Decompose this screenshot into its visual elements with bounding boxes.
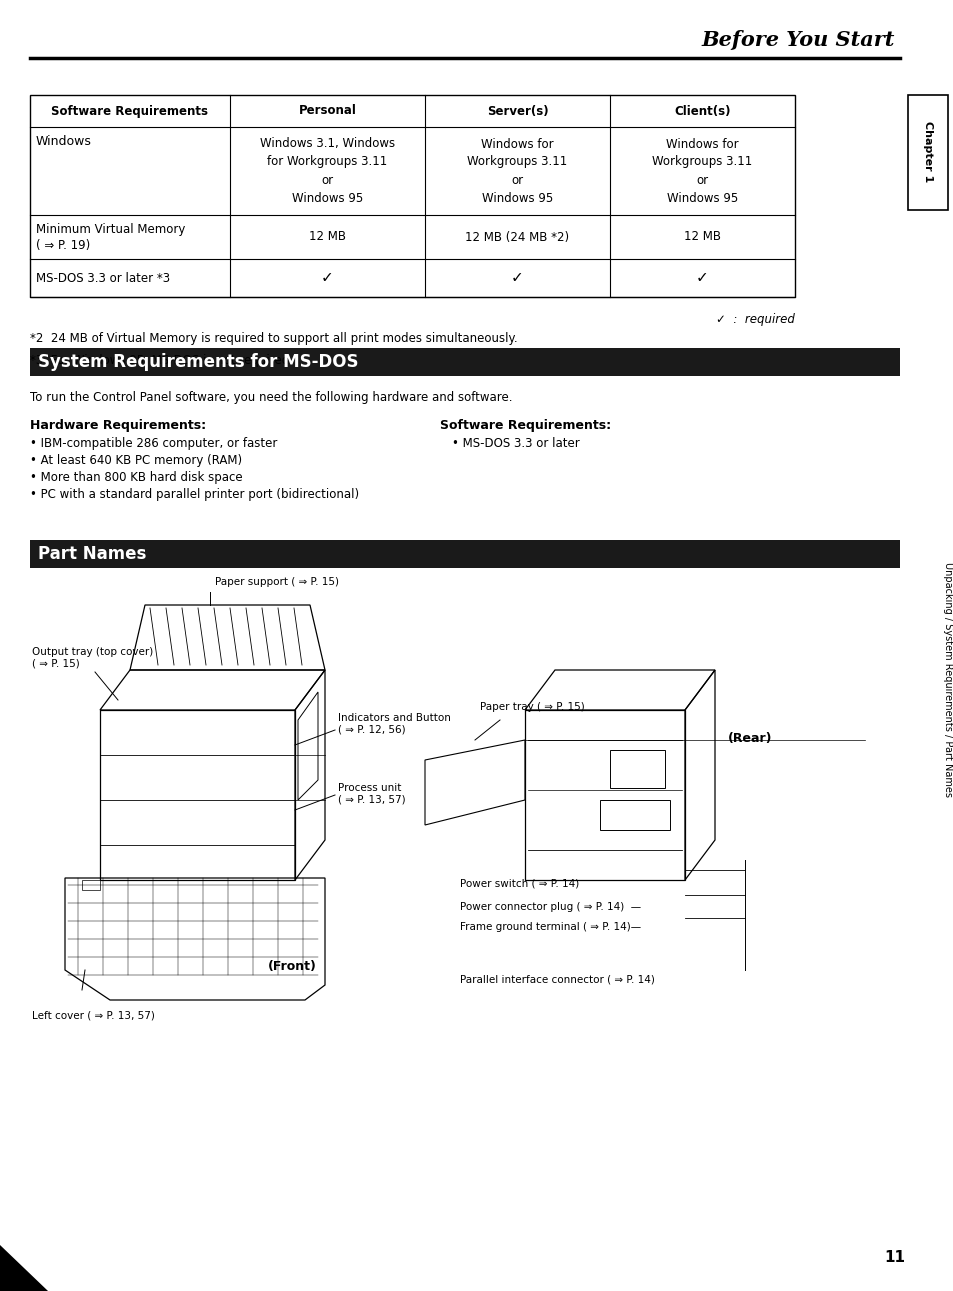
Text: Chapter 1: Chapter 1: [923, 121, 932, 182]
Text: *3  For Windows 95, MS-DOS is not required.: *3 For Windows 95, MS-DOS is not require…: [30, 354, 293, 367]
Text: ✓: ✓: [511, 271, 523, 285]
Text: ( ⇒ P. 12, 56): ( ⇒ P. 12, 56): [337, 726, 405, 735]
Text: Paper tray ( ⇒ P. 15): Paper tray ( ⇒ P. 15): [479, 702, 584, 713]
Text: 11: 11: [883, 1250, 904, 1265]
Text: Power connector plug ( ⇒ P. 14)  —: Power connector plug ( ⇒ P. 14) —: [459, 902, 640, 911]
Bar: [30, 349, 899, 376]
Text: Left cover ( ⇒ P. 13, 57): Left cover ( ⇒ P. 13, 57): [32, 1010, 154, 1020]
Text: ✓: ✓: [321, 271, 334, 285]
Text: Indicators and Button: Indicators and Button: [337, 713, 451, 723]
Text: Process unit: Process unit: [337, 784, 401, 793]
Text: Parallel interface connector ( ⇒ P. 14): Parallel interface connector ( ⇒ P. 14): [459, 975, 654, 985]
Text: Power switch ( ⇒ P. 14): Power switch ( ⇒ P. 14): [459, 878, 578, 888]
Bar: [599, 800, 669, 830]
Text: System Requirements for MS-DOS: System Requirements for MS-DOS: [38, 352, 358, 371]
Text: Windows for
Workgroups 3.11
or
Windows 95: Windows for Workgroups 3.11 or Windows 9…: [467, 138, 567, 204]
Text: • At least 640 KB PC memory (RAM): • At least 640 KB PC memory (RAM): [30, 454, 242, 467]
Text: 12 MB: 12 MB: [683, 231, 720, 244]
Text: Part Names: Part Names: [38, 545, 146, 563]
Text: To run the Control Panel software, you need the following hardware and software.: To run the Control Panel software, you n…: [30, 391, 512, 404]
Text: ( ⇒ P. 13, 57): ( ⇒ P. 13, 57): [337, 795, 405, 806]
Text: ( ⇒ P. 15): ( ⇒ P. 15): [32, 658, 80, 667]
Text: Software Requirements:: Software Requirements:: [439, 420, 611, 432]
Text: Minimum Virtual Memory
( ⇒ P. 19): Minimum Virtual Memory ( ⇒ P. 19): [36, 222, 185, 252]
Text: Personal: Personal: [298, 105, 356, 117]
Text: Before You Start: Before You Start: [700, 30, 894, 50]
Text: • PC with a standard parallel printer port (bidirectional): • PC with a standard parallel printer po…: [30, 488, 358, 501]
Text: (Rear): (Rear): [727, 732, 772, 745]
Text: Windows: Windows: [36, 136, 91, 148]
Text: Frame ground terminal ( ⇒ P. 14)—: Frame ground terminal ( ⇒ P. 14)—: [459, 922, 640, 932]
Text: 12 MB (24 MB *2): 12 MB (24 MB *2): [465, 231, 569, 244]
Bar: [82, 880, 100, 889]
Text: • IBM-compatible 286 computer, or faster: • IBM-compatible 286 computer, or faster: [30, 436, 277, 451]
Text: Hardware Requirements:: Hardware Requirements:: [30, 420, 206, 432]
Bar: [30, 540, 899, 568]
Text: Windows for
Workgroups 3.11
or
Windows 95: Windows for Workgroups 3.11 or Windows 9…: [652, 138, 752, 204]
Text: Windows 3.1, Windows
for Workgroups 3.11
or
Windows 95: Windows 3.1, Windows for Workgroups 3.11…: [259, 138, 395, 204]
Text: Software Requirements: Software Requirements: [51, 105, 209, 117]
Bar: [907, 96, 947, 210]
Text: ✓  :  required: ✓ : required: [716, 312, 794, 327]
Text: Unpacking / System Requirements / Part Names: Unpacking / System Requirements / Part N…: [942, 563, 952, 798]
Polygon shape: [0, 1245, 48, 1291]
Text: Output tray (top cover): Output tray (top cover): [32, 647, 153, 657]
Text: Server(s): Server(s): [486, 105, 548, 117]
Text: ✓: ✓: [696, 271, 708, 285]
Text: 12 MB: 12 MB: [309, 231, 346, 244]
Text: *2  24 MB of Virtual Memory is required to support all print modes simultaneousl: *2 24 MB of Virtual Memory is required t…: [30, 332, 517, 345]
Text: (Front): (Front): [268, 961, 316, 973]
Text: Paper support ( ⇒ P. 15): Paper support ( ⇒ P. 15): [214, 577, 338, 587]
Bar: [30, 96, 794, 297]
Text: MS-DOS 3.3 or later *3: MS-DOS 3.3 or later *3: [36, 271, 170, 284]
Text: • More than 800 KB hard disk space: • More than 800 KB hard disk space: [30, 471, 242, 484]
Bar: [609, 750, 664, 788]
Text: • MS-DOS 3.3 or later: • MS-DOS 3.3 or later: [452, 436, 579, 451]
Text: Client(s): Client(s): [674, 105, 730, 117]
